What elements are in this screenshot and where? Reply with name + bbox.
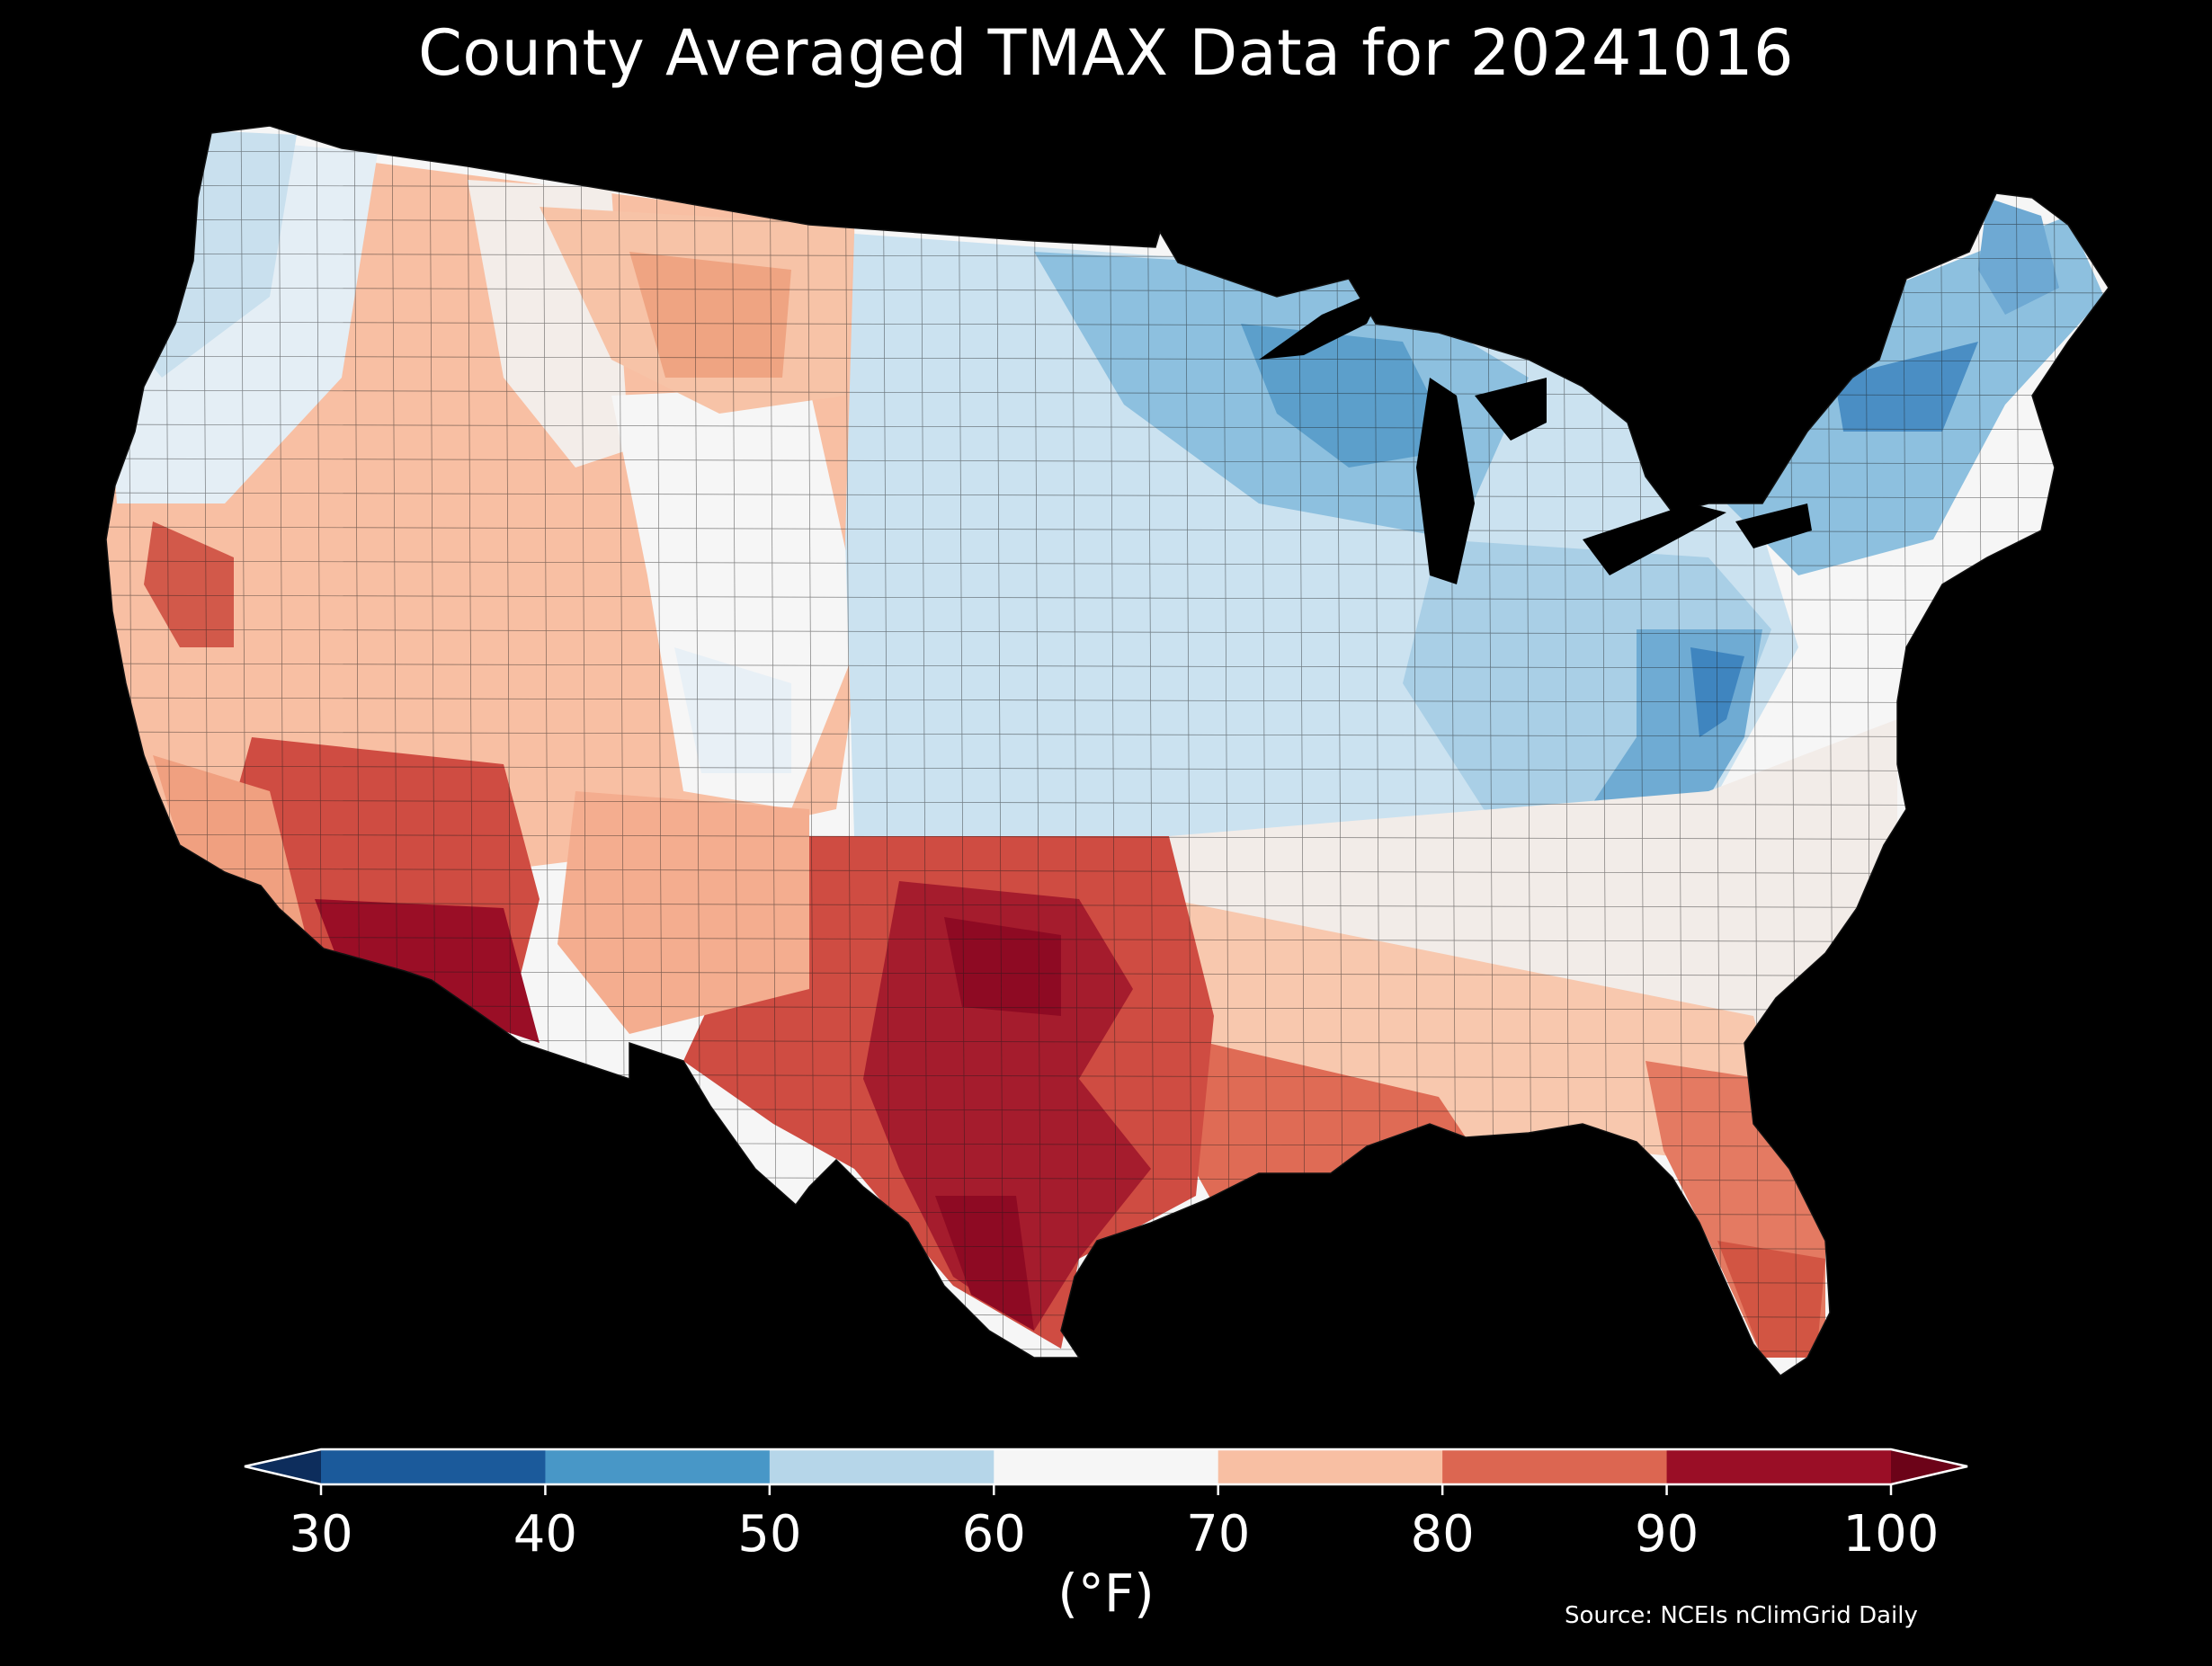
colorbar-tick-label-7: 100 [1843, 1505, 1940, 1564]
great-lakes [1259, 288, 1812, 584]
colorbar-tick-label-5: 80 [1411, 1505, 1475, 1564]
colorbar-bin-1 [545, 1449, 771, 1484]
colorbar-bin-2 [769, 1449, 995, 1484]
colorbar-bin-3 [994, 1449, 1219, 1484]
colorbar-over-arrow [1891, 1449, 1967, 1484]
colorbar-bin-5 [1442, 1449, 1668, 1484]
colorbar-under-arrow [245, 1449, 321, 1484]
colorbar-tick-label-1: 40 [513, 1505, 577, 1564]
source-credit: Source: NCEIs nClimGrid Daily [1565, 1602, 1918, 1629]
map-title: County Averaged TMAX Data for 20241016 [417, 16, 1795, 90]
colorbar-unit-label: (°F) [1057, 1563, 1155, 1624]
colorbar-bin-0 [321, 1449, 546, 1484]
colorbar-tick-label-2: 50 [737, 1505, 801, 1564]
colorbar-tick-label-4: 70 [1186, 1505, 1250, 1564]
colorbar-tick-label-0: 30 [289, 1505, 352, 1564]
colorbar-tick-label-3: 60 [962, 1505, 1026, 1564]
colorbar-bin-6 [1666, 1449, 1892, 1484]
colorbar-tick-label-6: 90 [1635, 1505, 1699, 1564]
colorbar-bin-4 [1217, 1449, 1443, 1484]
